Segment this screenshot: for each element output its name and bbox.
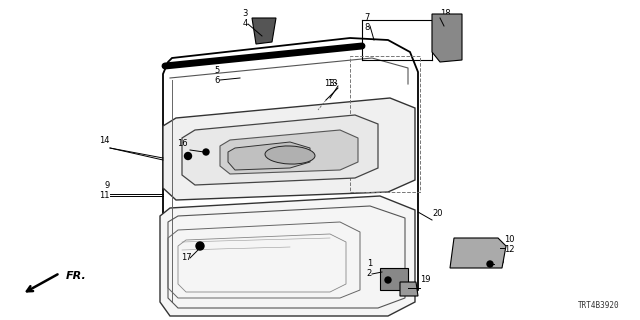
Polygon shape <box>228 142 310 170</box>
Text: 6: 6 <box>214 76 220 85</box>
Text: 3: 3 <box>243 9 248 18</box>
Circle shape <box>203 149 209 155</box>
Text: 19: 19 <box>420 275 431 284</box>
Text: 15: 15 <box>494 257 504 266</box>
Polygon shape <box>400 282 418 296</box>
Text: 12: 12 <box>504 245 515 254</box>
Polygon shape <box>252 18 276 44</box>
Text: 9: 9 <box>105 181 110 190</box>
Polygon shape <box>182 115 378 185</box>
Text: 4: 4 <box>243 19 248 28</box>
Circle shape <box>487 261 493 267</box>
Polygon shape <box>380 268 408 290</box>
Text: 20: 20 <box>432 209 442 218</box>
Text: 10: 10 <box>504 235 515 244</box>
Text: 16: 16 <box>177 139 188 148</box>
Text: 1: 1 <box>367 259 372 268</box>
Text: TRT4B3920: TRT4B3920 <box>579 301 620 310</box>
Text: 11: 11 <box>99 191 110 200</box>
Bar <box>350 56 420 192</box>
Text: 18: 18 <box>440 9 451 18</box>
Text: 17: 17 <box>181 253 192 262</box>
Polygon shape <box>220 130 358 174</box>
Polygon shape <box>163 98 415 200</box>
Ellipse shape <box>265 146 315 164</box>
Polygon shape <box>160 196 415 316</box>
Polygon shape <box>450 238 506 268</box>
Text: 13-: 13- <box>324 79 338 88</box>
Text: 13: 13 <box>328 79 338 88</box>
Circle shape <box>385 277 391 283</box>
Circle shape <box>196 242 204 250</box>
Text: 7: 7 <box>365 13 370 22</box>
Text: 8: 8 <box>365 23 370 32</box>
Text: 5: 5 <box>215 66 220 75</box>
Polygon shape <box>432 14 462 62</box>
Text: 2: 2 <box>367 269 372 278</box>
Text: FR.: FR. <box>66 271 87 281</box>
Circle shape <box>184 153 191 159</box>
Text: 14: 14 <box>99 136 110 145</box>
Polygon shape <box>163 38 418 314</box>
